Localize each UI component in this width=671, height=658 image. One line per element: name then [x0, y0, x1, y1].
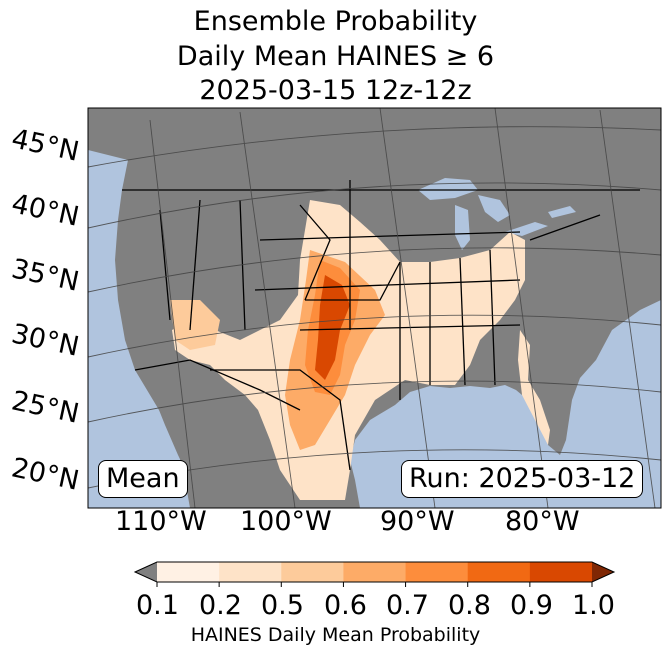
colorbar-segment: [219, 562, 282, 582]
colorbar-tick-label: 0.6: [324, 590, 367, 621]
great-lakes: [418, 178, 576, 250]
run-label-box: Run: 2025-03-12: [401, 460, 644, 498]
title-line-2: Daily Mean HAINES ≥ 6: [176, 41, 495, 72]
colorbar-under-arrow: [135, 562, 157, 582]
colorbar: [133, 561, 616, 587]
colorbar-tick-label: 0.2: [199, 590, 242, 621]
colorbar-tick-label: 0.5: [261, 590, 304, 621]
prob-field-west: [170, 300, 220, 350]
stat-label-box: Mean: [98, 460, 188, 498]
colorbar-over-arrow: [592, 562, 614, 582]
colorbar-tick-label: 1.0: [572, 590, 615, 621]
colorbar-tick-label: 0.7: [386, 590, 429, 621]
graticule: [88, 108, 661, 508]
map-frame: [87, 107, 662, 509]
lon-label-100w: 100°W: [240, 506, 332, 537]
colorbar-title: HAINES Daily Mean Probability: [190, 624, 481, 646]
colorbar-tick-label: 0.8: [448, 590, 491, 621]
title-line-1: Ensemble Probability: [193, 6, 478, 37]
title-line-3: 2025-03-15 12z-12z: [199, 75, 472, 106]
colorbar-segment: [281, 562, 344, 582]
colorbar-tick-label: 0.1: [136, 590, 179, 621]
colorbar-segment: [157, 562, 220, 582]
map-area: [88, 108, 661, 508]
lon-label-90w: 90°W: [380, 506, 455, 537]
prob-field-max: [315, 275, 350, 380]
colorbar-segment: [343, 562, 407, 582]
colorbar-tick-label: 0.9: [510, 590, 553, 621]
lon-label-80w: 80°W: [505, 506, 580, 537]
colorbar-segment: [467, 562, 531, 582]
colorbar-outline: [133, 561, 616, 583]
prob-field-southeast: [518, 330, 550, 445]
colorbar-segment: [405, 562, 469, 582]
colorbar-segment: [529, 562, 593, 582]
baja-peninsula: [148, 370, 195, 480]
lon-label-110w: 110°W: [115, 506, 207, 537]
